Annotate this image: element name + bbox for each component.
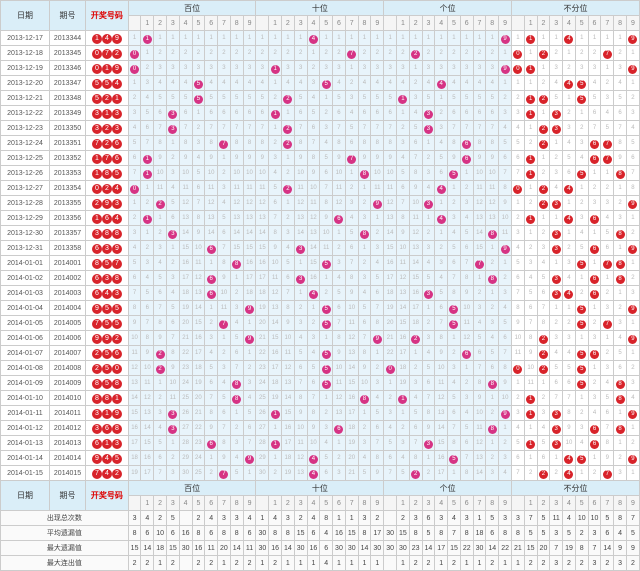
trend-table: 日期期号开奖号码百位十位个位不分位12345678912345678912345…	[0, 0, 640, 571]
lottery-trend-chart: { "columns":{"date":"日期","issue":"期号","w…	[0, 0, 640, 571]
